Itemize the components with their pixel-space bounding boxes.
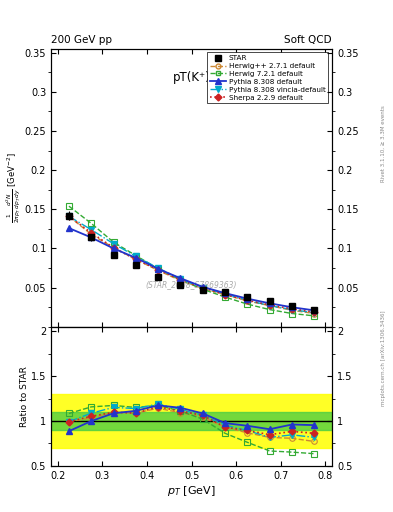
Text: 200 GeV pp: 200 GeV pp: [51, 35, 112, 45]
Text: pT(K⁺): pT(K⁺): [173, 71, 211, 84]
Text: (STAR_2008_S7869363): (STAR_2008_S7869363): [146, 281, 237, 290]
Text: Rivet 3.1.10, ≥ 3.3M events: Rivet 3.1.10, ≥ 3.3M events: [381, 105, 386, 182]
Bar: [51, 394, 332, 448]
Bar: [51, 412, 332, 430]
Text: Soft QCD: Soft QCD: [285, 35, 332, 45]
Text: mcplots.cern.ch [arXiv:1306.3436]: mcplots.cern.ch [arXiv:1306.3436]: [381, 311, 386, 406]
Y-axis label: Ratio to STAR: Ratio to STAR: [20, 366, 29, 427]
X-axis label: $p_T$ [GeV]: $p_T$ [GeV]: [167, 483, 216, 498]
Y-axis label: $\frac{1}{2\pi p_T}\frac{d^2N}{dp_T\,dy}$ [GeV$^{-2}$]: $\frac{1}{2\pi p_T}\frac{d^2N}{dp_T\,dy}…: [5, 152, 23, 223]
Legend: STAR, Herwig++ 2.7.1 default, Herwig 7.2.1 default, Pythia 8.308 default, Pythia: STAR, Herwig++ 2.7.1 default, Herwig 7.2…: [207, 52, 329, 103]
